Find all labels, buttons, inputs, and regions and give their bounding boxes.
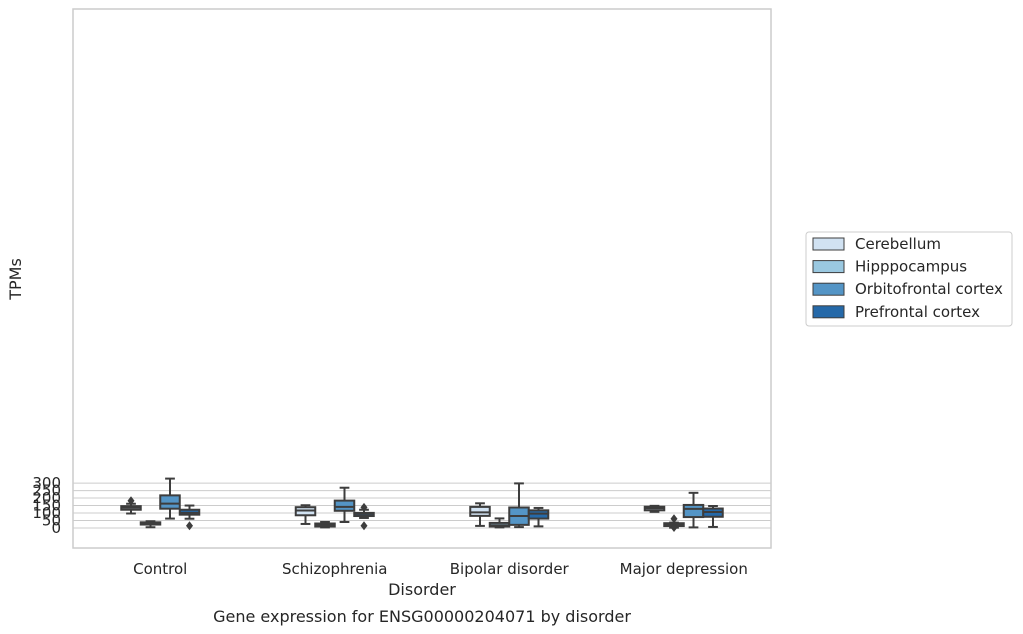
box-iqr (469, 505, 491, 517)
box-cerebellum (643, 504, 666, 513)
legend-label: Hipppocampus (855, 258, 967, 276)
legend-frame (805, 231, 1013, 327)
legend-swatch (812, 237, 845, 251)
outlier-point (360, 521, 368, 531)
box-hipppocampus (314, 521, 336, 529)
legend-label: Prefrontal cortex (855, 303, 980, 321)
box-hipppocampus (139, 520, 162, 529)
legend: Cerebellum Hipppocampus Orbitofrontal cort… (805, 231, 1013, 327)
legend-swatch (812, 282, 845, 296)
legend-label: Orbitofrontal cortex (855, 280, 1003, 298)
x-tick-label: Schizophrenia (282, 560, 387, 578)
box-cerebellum (469, 502, 491, 527)
box-prefrontal-cortex (702, 504, 724, 528)
box-cerebellum (120, 496, 142, 515)
box-hipppocampus (488, 517, 511, 529)
legend-swatch (812, 260, 845, 274)
outlier-point (670, 523, 678, 533)
outlier-point (360, 502, 368, 512)
y-tick-label: 300 (32, 474, 61, 492)
y-tick-label: 100 (32, 504, 61, 522)
x-tick-label: Major depression (620, 560, 748, 578)
box-prefrontal-cortex (527, 506, 550, 528)
y-tick-label: 150 (32, 497, 61, 515)
outlier-point (670, 514, 678, 524)
y-tick-label: 200 (32, 489, 61, 507)
box-iqr (159, 494, 181, 510)
y-tick-label: 50 (42, 512, 61, 530)
y-axis-label: TPMs (6, 258, 25, 301)
y-tick-label: 250 (32, 482, 61, 500)
box-prefrontal-cortex (353, 502, 375, 531)
box-iqr (333, 499, 356, 512)
box-prefrontal-cortex (178, 504, 201, 531)
outlier-point (127, 496, 135, 506)
box-cerebellum (294, 504, 317, 525)
y-tick-label: 0 (51, 519, 61, 537)
x-tick-label: Bipolar disorder (450, 560, 570, 578)
legend-label: Cerebellum (855, 235, 941, 253)
legend-swatch (812, 305, 845, 319)
outlier-point (186, 521, 193, 531)
box-orbitofrontal-cortex (159, 477, 181, 520)
plot-background (73, 9, 771, 548)
x-axis-label: Disorder (388, 580, 456, 599)
box-orbitofrontal-cortex (333, 486, 356, 524)
box-hipppocampus (663, 514, 685, 533)
figure-caption: Gene expression for ENSG00000204071 by d… (213, 607, 631, 626)
box-iqr (682, 503, 705, 519)
plot-frame (72, 8, 772, 549)
x-tick-label: Control (133, 560, 187, 578)
